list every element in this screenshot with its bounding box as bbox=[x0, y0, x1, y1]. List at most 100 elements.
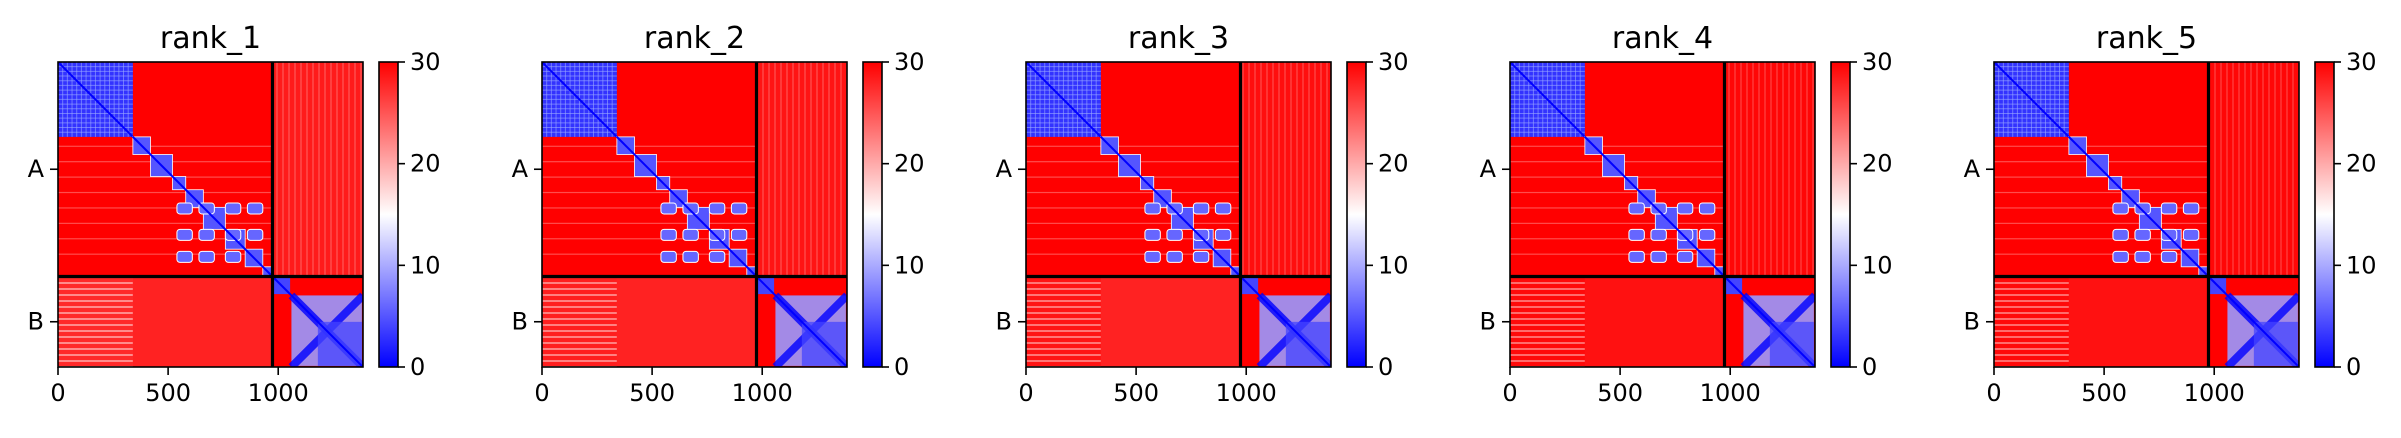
interaction-patch-9 bbox=[1698, 202, 1716, 215]
heatmap-cells bbox=[1510, 62, 1815, 367]
interaction-patch-2 bbox=[1676, 202, 1694, 215]
interaction-patch-4 bbox=[1650, 228, 1667, 241]
row-stripe bbox=[1026, 253, 1241, 255]
colorbar-tick-label: 0 bbox=[2346, 353, 2361, 381]
offdiag-A-vs-B-texture bbox=[2208, 62, 2299, 277]
row-stripe bbox=[1026, 207, 1241, 209]
heatmap-panel-2: rank_2 0 500 1000 A B 0 10 20 30 bbox=[512, 21, 925, 407]
row-stripe bbox=[542, 176, 757, 178]
offdiag-B-vs-A-rest bbox=[616, 276, 757, 367]
colorbar-tick-label: 0 bbox=[1862, 353, 1877, 381]
x-tick-label: 0 bbox=[1986, 379, 2001, 407]
colorbar-tick-label: 30 bbox=[894, 48, 925, 76]
row-stripe bbox=[1994, 176, 2209, 178]
heatmap-panel-3: rank_3 0 500 1000 A B 0 10 20 30 bbox=[996, 21, 1409, 407]
heatmap-cells bbox=[58, 62, 363, 367]
colorbar bbox=[863, 62, 882, 367]
interaction-patch-10 bbox=[1214, 228, 1232, 241]
row-stripe bbox=[1026, 238, 1241, 240]
self-diagonal bbox=[132, 136, 274, 278]
self-diagonal bbox=[1100, 136, 1242, 278]
row-stripe bbox=[542, 207, 757, 209]
colorbar-tick-label: 20 bbox=[1862, 150, 1893, 178]
y-tick-label: B bbox=[1480, 308, 1496, 336]
interaction-patch-6 bbox=[1144, 250, 1161, 263]
heatmap-cells bbox=[1026, 62, 1331, 367]
row-stripe bbox=[542, 253, 757, 255]
interaction-patch-9 bbox=[730, 202, 748, 215]
y-tick-label: B bbox=[28, 308, 44, 336]
y-tick-label: A bbox=[512, 155, 529, 183]
row-stripe bbox=[542, 145, 757, 147]
y-tick-label: B bbox=[512, 308, 528, 336]
row-stripe bbox=[1994, 253, 2209, 255]
interaction-patch-8 bbox=[708, 250, 726, 263]
interaction-patch-3 bbox=[660, 228, 677, 241]
y-tick-label: B bbox=[1964, 308, 1980, 336]
row-stripe bbox=[1026, 145, 1241, 147]
interaction-patch-10 bbox=[730, 228, 748, 241]
colorbar bbox=[379, 62, 398, 367]
y-tick-label: A bbox=[28, 155, 45, 183]
colorbar bbox=[1831, 62, 1850, 367]
row-stripe bbox=[1510, 222, 1725, 224]
interaction-patch-8 bbox=[2160, 250, 2178, 263]
row-stripe bbox=[58, 145, 273, 147]
row-stripe bbox=[1510, 238, 1725, 240]
interaction-patch-0 bbox=[1144, 202, 1161, 215]
row-stripe bbox=[58, 176, 273, 178]
self-diagonal bbox=[1510, 62, 1586, 138]
x-tick-label: 0 bbox=[1502, 379, 1517, 407]
offdiag-B-vs-A-rest bbox=[1100, 276, 1241, 367]
self-diagonal bbox=[542, 62, 618, 138]
x-tick-label: 0 bbox=[1018, 379, 1033, 407]
plot-frame bbox=[1025, 61, 1332, 368]
interaction-patch-6 bbox=[176, 250, 193, 263]
offdiag-B-vs-A-texture bbox=[542, 276, 617, 367]
x-tick-label: 500 bbox=[145, 379, 191, 407]
row-stripe bbox=[1510, 176, 1725, 178]
colorbar-tick-label: 0 bbox=[410, 353, 425, 381]
interaction-patch-3 bbox=[1628, 228, 1645, 241]
self-diagonal bbox=[271, 275, 363, 367]
interaction-patch-0 bbox=[1628, 202, 1645, 215]
y-tick-label: A bbox=[1480, 155, 1497, 183]
row-stripe bbox=[58, 207, 273, 209]
x-tick-label: 500 bbox=[2081, 379, 2127, 407]
row-stripe bbox=[1510, 145, 1725, 147]
colorbar-tick-label: 10 bbox=[1378, 251, 1409, 279]
y-tick-label: A bbox=[1964, 155, 1981, 183]
row-stripe bbox=[1994, 207, 2209, 209]
interaction-patch-0 bbox=[176, 202, 193, 215]
colorbar-tick-label: 30 bbox=[1862, 48, 1893, 76]
interaction-patch-4 bbox=[198, 228, 215, 241]
row-stripe bbox=[1026, 176, 1241, 178]
colorbar bbox=[2315, 62, 2334, 367]
interaction-patch-2 bbox=[1192, 202, 1210, 215]
colorbar-tick-label: 0 bbox=[894, 353, 909, 381]
panel-title: rank_1 bbox=[160, 21, 261, 56]
interaction-patch-7 bbox=[1166, 250, 1183, 263]
colorbar-tick-label: 20 bbox=[1378, 150, 1409, 178]
x-tick-label: 1000 bbox=[1216, 379, 1277, 407]
interaction-patch-0 bbox=[660, 202, 677, 215]
self-diagonal bbox=[1239, 275, 1331, 367]
row-stripe bbox=[1994, 145, 2209, 147]
panel-title: rank_5 bbox=[2096, 21, 2197, 56]
x-tick-label: 1000 bbox=[732, 379, 793, 407]
interaction-patch-6 bbox=[1628, 250, 1645, 263]
interaction-patch-10 bbox=[1698, 228, 1716, 241]
colorbar-tick-label: 30 bbox=[2346, 48, 2377, 76]
self-diagonal bbox=[2207, 275, 2299, 367]
colorbar-tick-label: 10 bbox=[2346, 251, 2377, 279]
heatmap-cells bbox=[542, 62, 847, 367]
offdiag-B-vs-A-texture bbox=[1510, 276, 1585, 367]
offdiag-B-vs-A-texture bbox=[1026, 276, 1101, 367]
offdiag-B-vs-A-texture bbox=[58, 276, 133, 367]
row-stripe bbox=[542, 191, 757, 194]
row-stripe bbox=[1510, 207, 1725, 209]
panel-title: rank_2 bbox=[644, 21, 745, 56]
interaction-patch-4 bbox=[2134, 228, 2151, 241]
x-tick-label: 0 bbox=[534, 379, 549, 407]
interaction-patch-8 bbox=[1676, 250, 1694, 263]
